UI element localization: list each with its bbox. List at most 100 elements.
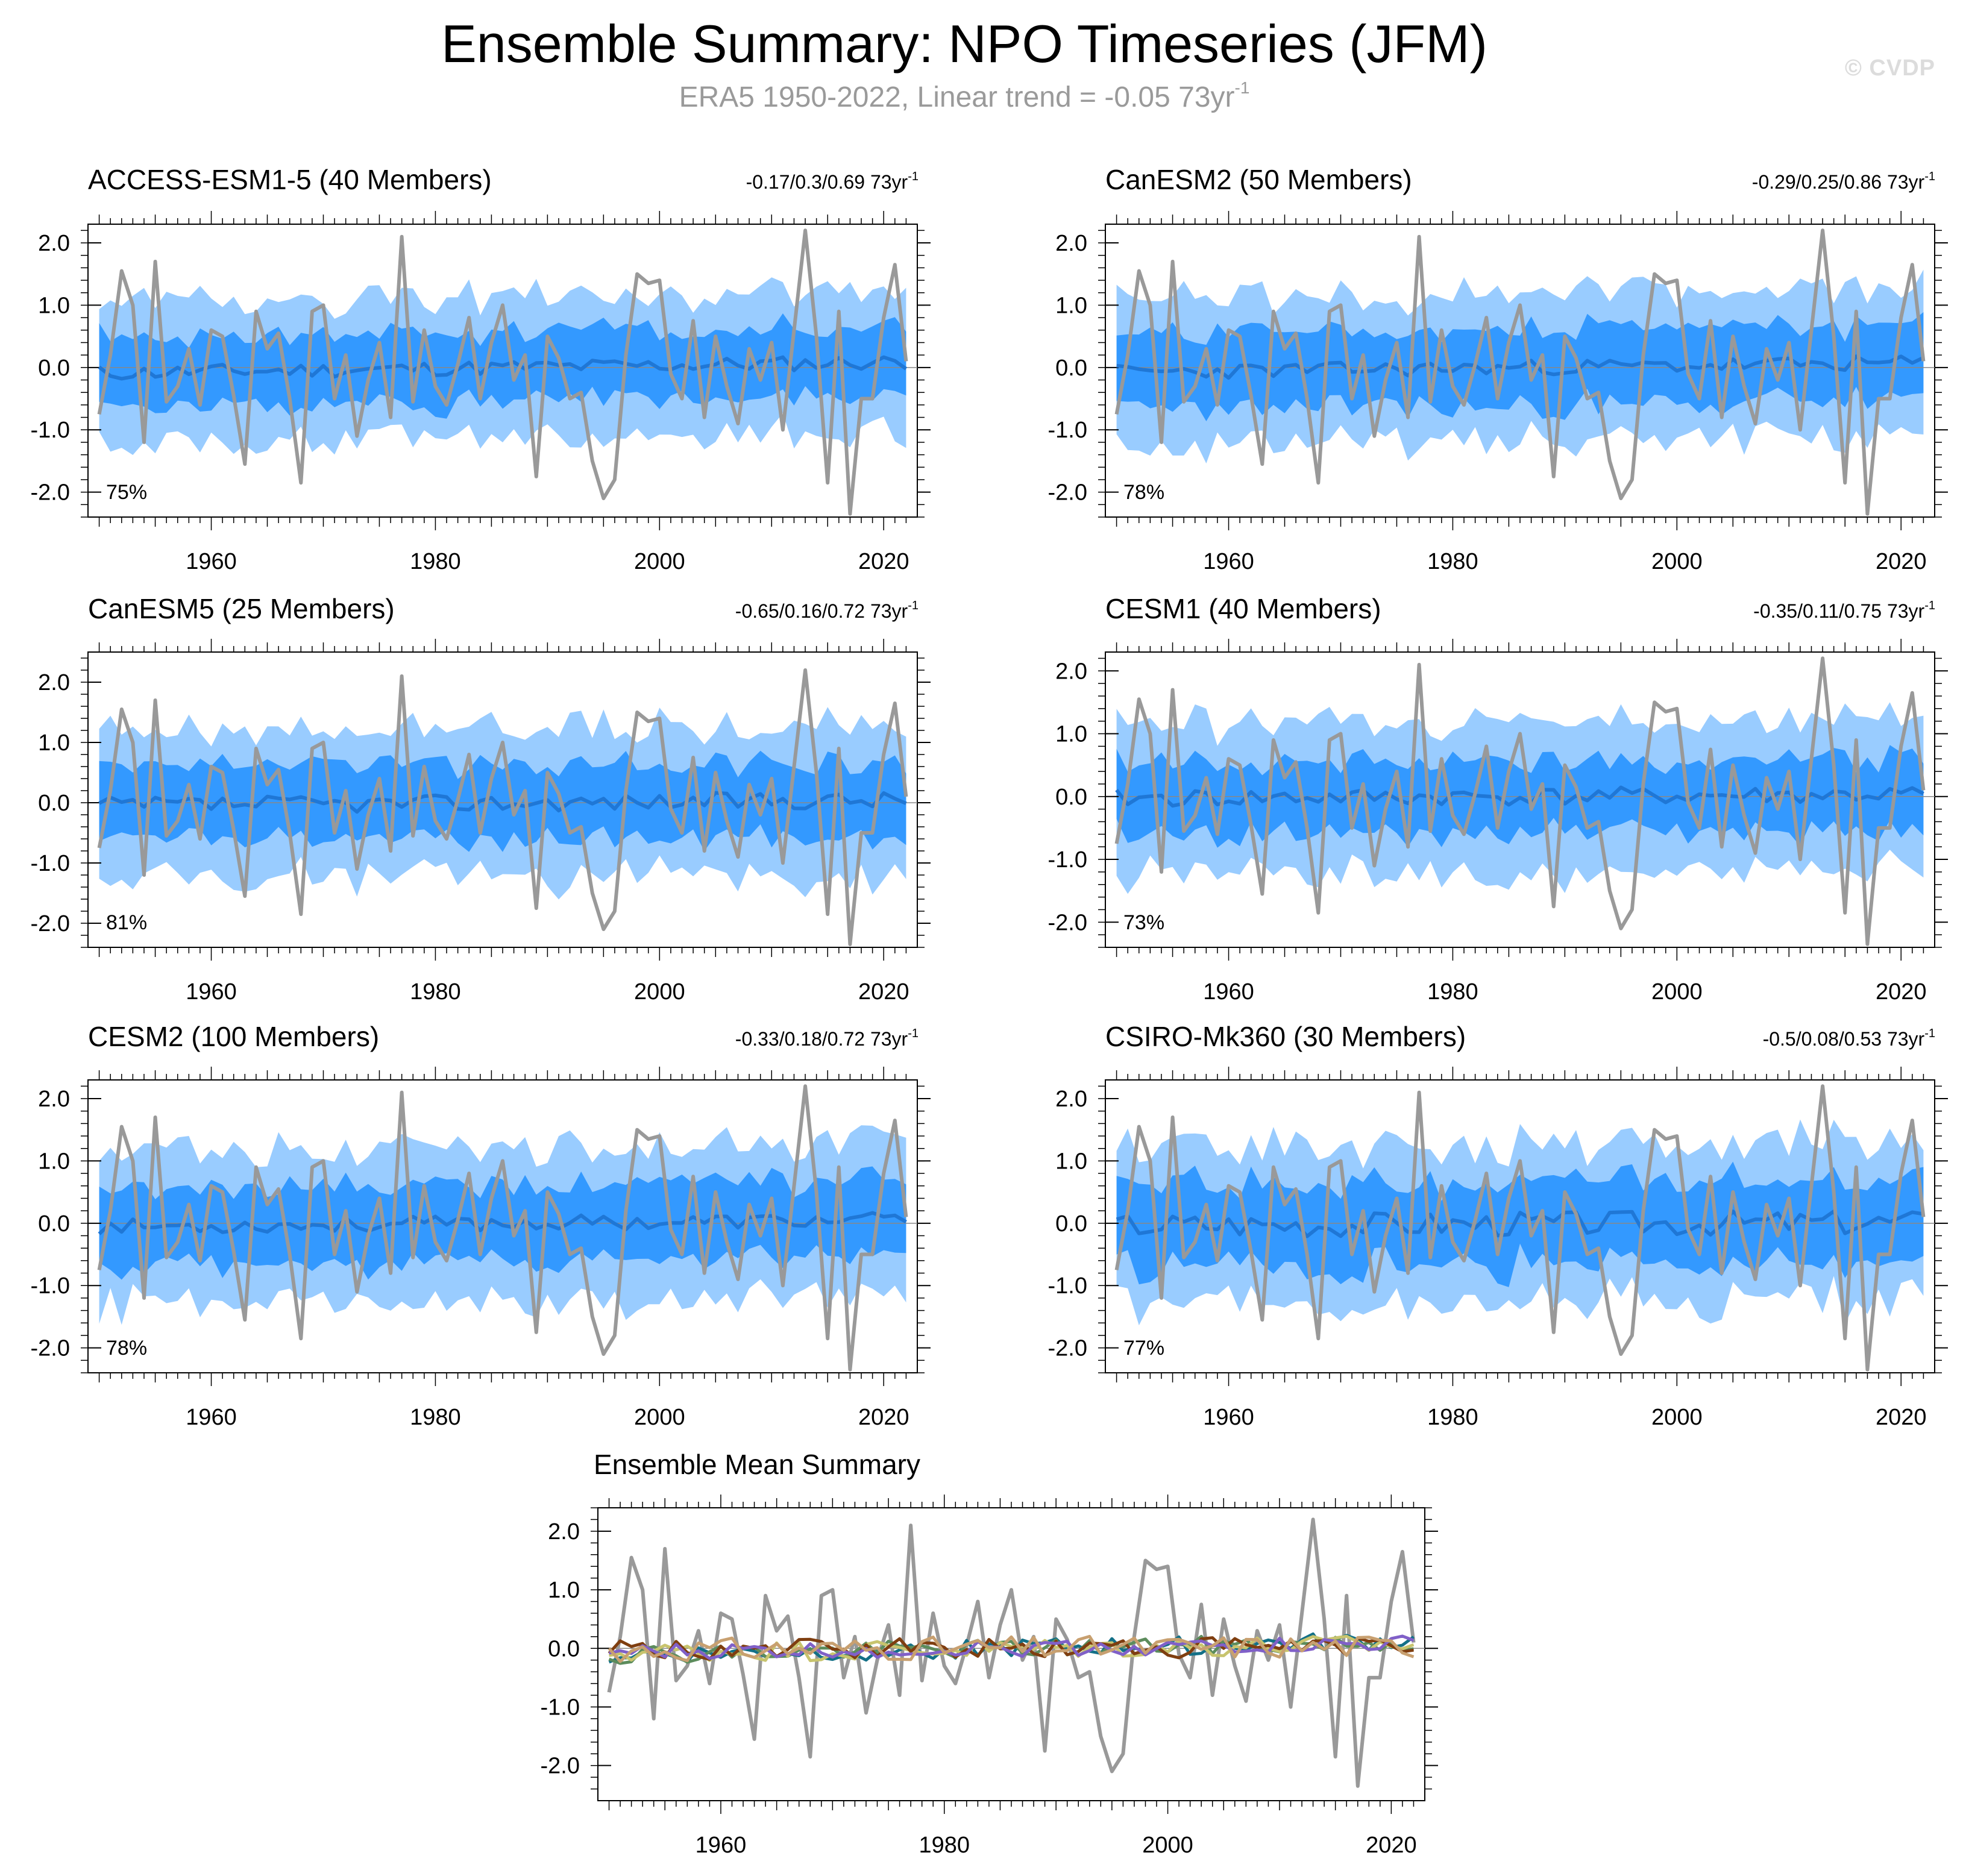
- subtitle-text: ERA5 1950-2022, Linear trend = -0.05 73y…: [679, 81, 1235, 113]
- ytick-label-0: 0.0: [38, 356, 70, 381]
- ytick-label-4: -1.0: [31, 1273, 70, 1299]
- ytick-label-4: -2.0: [31, 1336, 70, 1361]
- xtick-label-3: 1980: [1427, 979, 1478, 1005]
- cvdp-watermark: © CVDP: [1844, 55, 1935, 81]
- ytick-label-3: 0.0: [1055, 785, 1087, 810]
- panel-title-cesm1: CESM1 (40 Members): [1105, 593, 1381, 624]
- xtick-label-6: 1980: [919, 1833, 970, 1858]
- percent-label-3: 73%: [1123, 911, 1164, 934]
- ytick-label-1: -2.0: [1048, 480, 1087, 506]
- panel-trend-access: -0.17/0.3/0.69 73yr-1: [746, 170, 919, 193]
- ytick-label-1: 0.0: [1055, 356, 1087, 381]
- ytick-label-6: 1.0: [548, 1578, 580, 1603]
- percent-label-4: 78%: [106, 1337, 147, 1360]
- panel-title-cesm2: CESM2 (100 Members): [88, 1021, 380, 1052]
- ytick-label-5: 2.0: [1055, 1087, 1087, 1112]
- ytick-label-0: 1.0: [38, 293, 70, 318]
- xtick-label-1: 1960: [1203, 549, 1254, 574]
- xtick-label-4: 2000: [634, 1405, 685, 1430]
- ytick-label-0: -2.0: [31, 480, 70, 506]
- xtick-label-6: 2020: [1366, 1833, 1417, 1858]
- xtick-label-2: 1960: [186, 979, 237, 1005]
- percent-label-5: 77%: [1123, 1337, 1164, 1360]
- xtick-label-0: 2020: [858, 549, 909, 574]
- xtick-label-3: 2000: [1651, 979, 1703, 1005]
- xtick-label-3: 1960: [1203, 979, 1254, 1005]
- xtick-label-3: 2020: [1876, 979, 1927, 1005]
- panel-title-csiro: CSIRO-Mk360 (30 Members): [1105, 1021, 1466, 1052]
- xtick-label-4: 1980: [410, 1405, 461, 1430]
- observed-line-mean-summary: [607, 1517, 1416, 1788]
- ytick-label-1: 1.0: [1055, 293, 1087, 318]
- ytick-label-2: -2.0: [31, 911, 70, 936]
- ytick-label-5: -1.0: [1048, 1273, 1087, 1299]
- xtick-label-2: 1980: [410, 979, 461, 1005]
- panel-title-canesm2: CanESM2 (50 Members): [1105, 164, 1412, 195]
- xtick-label-1: 2020: [1876, 549, 1927, 574]
- xtick-label-2: 2020: [858, 979, 909, 1005]
- ytick-label-4: 2.0: [38, 1087, 70, 1112]
- panel-trend-canesm2: -0.29/0.25/0.86 73yr-1: [1751, 170, 1935, 193]
- xtick-label-0: 2000: [634, 549, 685, 574]
- ytick-label-2: 0.0: [38, 791, 70, 816]
- observed-line-2: [97, 668, 908, 946]
- ensemble-mean-line-0: [98, 355, 908, 381]
- ytick-label-3: -2.0: [1048, 910, 1087, 935]
- panel-trend-cesm2: -0.33/0.18/0.72 73yr-1: [735, 1027, 919, 1050]
- observed-line-5: [1114, 1084, 1926, 1372]
- panel-trend-canesm5: -0.65/0.16/0.72 73yr-1: [735, 599, 919, 622]
- xtick-label-6: 1960: [696, 1833, 747, 1858]
- ytick-label-5: -2.0: [1048, 1336, 1087, 1361]
- xtick-label-5: 1960: [1203, 1405, 1254, 1430]
- xtick-label-5: 2000: [1651, 1405, 1703, 1430]
- ytick-label-5: 0.0: [1055, 1211, 1087, 1237]
- ensemble-mean-title: Ensemble Mean Summary: [594, 1449, 920, 1480]
- xtick-label-1: 2000: [1651, 549, 1703, 574]
- xtick-label-4: 1960: [186, 1405, 237, 1430]
- ytick-label-1: 2.0: [1055, 231, 1087, 256]
- xtick-label-2: 2000: [634, 979, 685, 1005]
- percent-label-1: 78%: [1123, 481, 1164, 504]
- percent-label-2: 81%: [106, 911, 147, 934]
- inner-band-5: [1116, 1161, 1924, 1287]
- ytick-label-6: 2.0: [548, 1519, 580, 1545]
- ytick-label-4: 0.0: [38, 1211, 70, 1237]
- ytick-label-5: 1.0: [1055, 1149, 1087, 1174]
- ytick-label-3: 2.0: [1055, 659, 1087, 684]
- ytick-label-0: -1.0: [31, 418, 70, 443]
- panel-title-canesm5: CanESM5 (25 Members): [88, 593, 395, 624]
- observed-line-4: [97, 1084, 908, 1372]
- ytick-label-2: -1.0: [31, 851, 70, 876]
- xtick-label-5: 1980: [1427, 1405, 1478, 1430]
- main-title: Ensemble Summary: NPO Timeseries (JFM): [441, 14, 1487, 74]
- mean-series-line-3: [608, 1636, 1414, 1661]
- observed-line-0: [97, 228, 908, 516]
- ytick-label-0: 2.0: [38, 231, 70, 256]
- observed-line-3: [1114, 656, 1926, 946]
- ytick-label-3: 1.0: [1055, 722, 1087, 747]
- main-subtitle: ERA5 1950-2022, Linear trend = -0.05 73y…: [0, 80, 1929, 116]
- ytick-label-1: -1.0: [1048, 418, 1087, 443]
- xtick-label-6: 2000: [1142, 1833, 1193, 1858]
- ensemble-mean-line-2: [98, 791, 907, 814]
- ytick-label-6: -2.0: [541, 1754, 580, 1779]
- mean-series-line-5: [608, 1634, 1415, 1663]
- xtick-label-4: 2020: [858, 1405, 909, 1430]
- ytick-label-4: 1.0: [38, 1149, 70, 1174]
- ytick-label-6: -1.0: [541, 1695, 580, 1720]
- ensemble-mean-line-4: [98, 1211, 907, 1235]
- ytick-label-6: 0.0: [548, 1636, 580, 1661]
- mean-series-line-4: [608, 1634, 1415, 1660]
- ensemble-mean-line-3: [1115, 785, 1924, 808]
- ensemble-mean-line-5: [1116, 1209, 1924, 1238]
- ytick-label-3: -1.0: [1048, 847, 1087, 873]
- xtick-label-5: 2020: [1876, 1405, 1927, 1430]
- xtick-label-0: 1960: [186, 549, 237, 574]
- ytick-label-2: 1.0: [38, 730, 70, 756]
- ytick-label-2: 2.0: [38, 670, 70, 695]
- ensemble-mean-line-1: [1116, 354, 1924, 380]
- inner-band-2: [99, 750, 906, 852]
- panel-trend-cesm1: -0.35/0.11/0.75 73yr-1: [1753, 599, 1935, 622]
- percent-label-0: 75%: [106, 481, 147, 504]
